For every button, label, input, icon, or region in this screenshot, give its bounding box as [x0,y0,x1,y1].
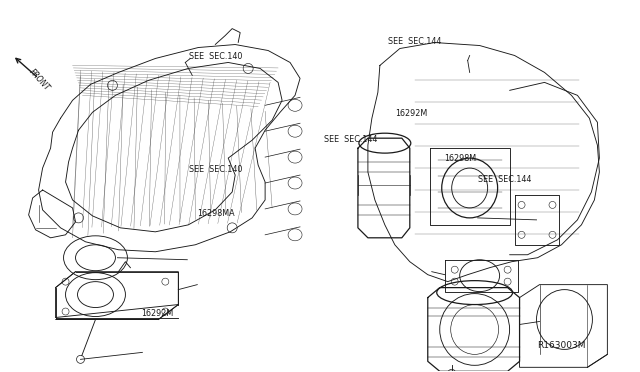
Text: 16292M: 16292M [396,109,428,118]
Text: R163003M: R163003M [537,341,586,350]
Text: SEE  SEC.144: SEE SEC.144 [478,174,532,183]
Text: SEE  SEC.140: SEE SEC.140 [189,165,243,174]
Text: 16298M: 16298M [444,154,476,163]
Text: FRONT: FRONT [28,67,52,92]
Text: 16298MA: 16298MA [196,209,234,218]
Text: 16292M: 16292M [141,310,173,318]
Text: SEE  SEC.144: SEE SEC.144 [324,135,377,144]
Text: SEE  SEC.144: SEE SEC.144 [388,38,441,46]
Text: SEE  SEC.140: SEE SEC.140 [189,52,243,61]
